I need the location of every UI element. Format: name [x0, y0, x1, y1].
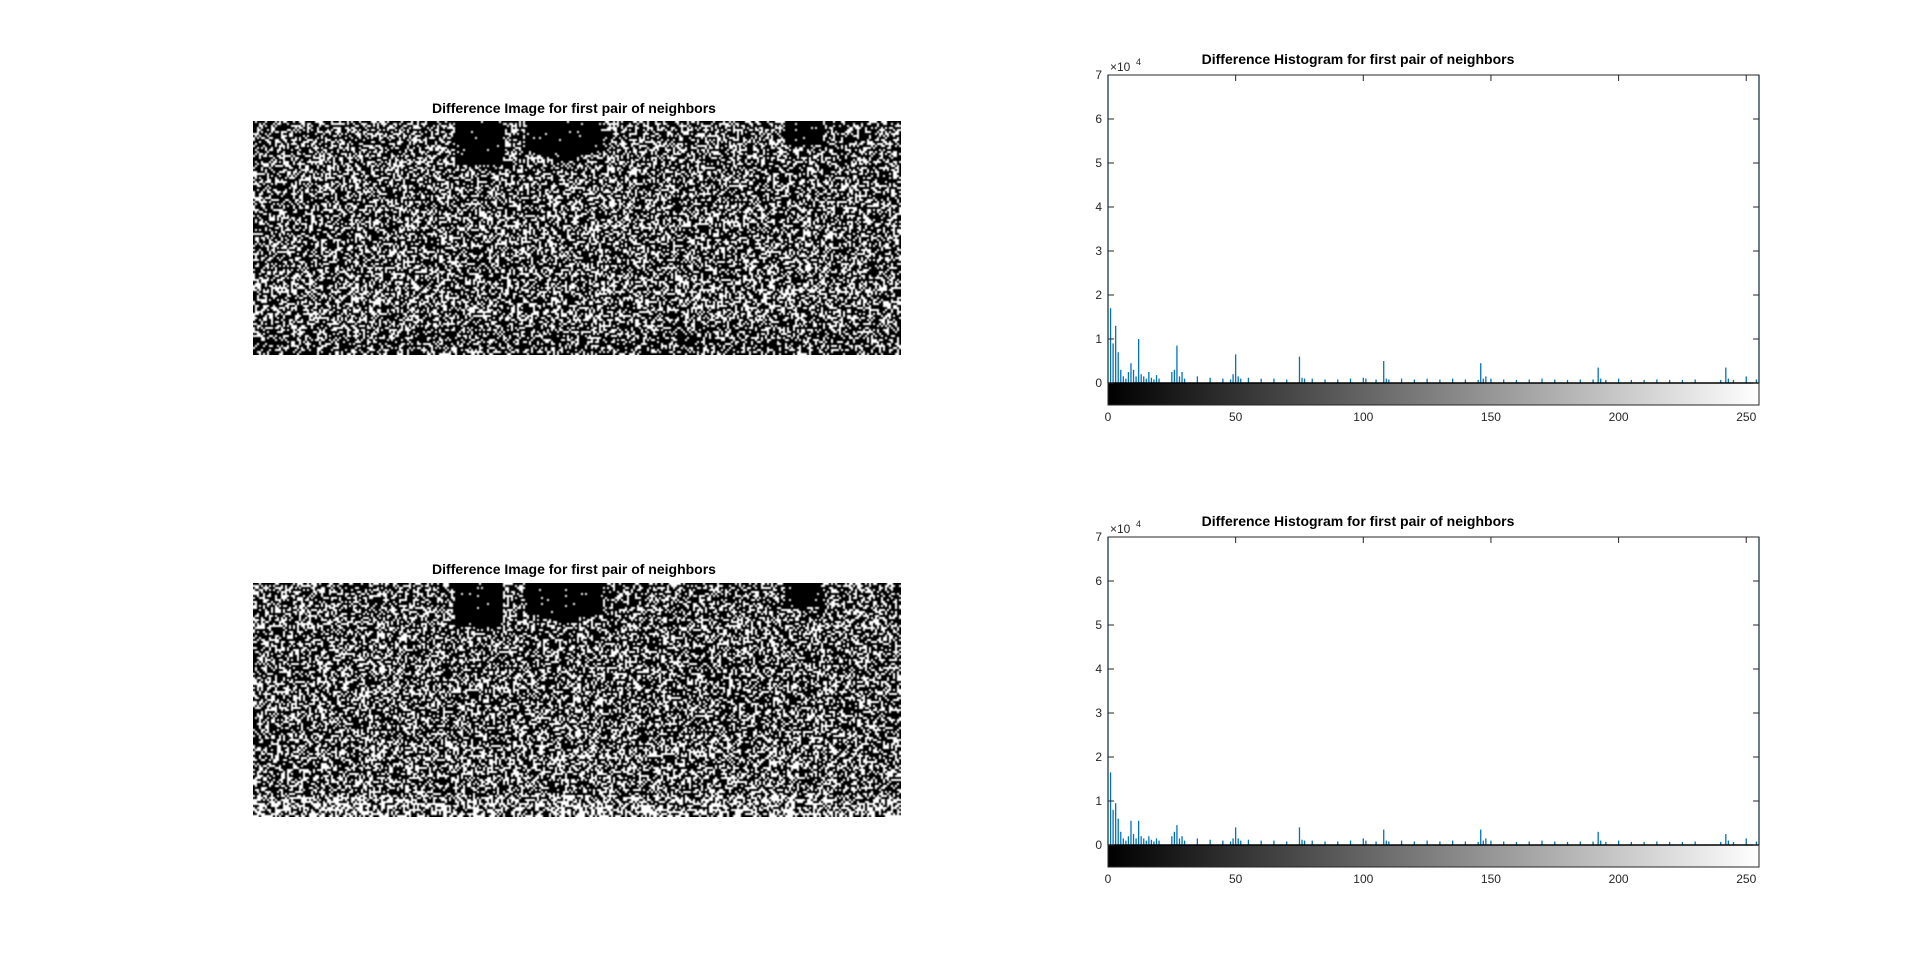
histogram-2-title: Difference Histogram for first pair of n… [1201, 513, 1515, 529]
difference-image-2-canvas [253, 583, 901, 817]
x-tick-label: 0 [1105, 872, 1112, 886]
y-tick-label: 4 [1095, 662, 1102, 676]
y-tick-label: 4 [1095, 200, 1102, 214]
y-tick-label: 7 [1095, 530, 1102, 544]
y-exponent: 4 [1136, 57, 1141, 67]
x-tick-label: 0 [1105, 410, 1112, 424]
x-tick-label: 50 [1229, 410, 1243, 424]
y-tick-label: 1 [1095, 332, 1102, 346]
axes-box [1107, 74, 1760, 406]
colorbar [1108, 383, 1759, 405]
histogram-2: 0 1 2 3 4 5 6 7 ×10 4 0 50 100 150 200 250 [1095, 519, 1760, 886]
histogram-1: 0 1 2 3 4 5 6 7 ×10 4 0 50 100 150 200 250 [1095, 57, 1760, 424]
y-tick-label: 5 [1095, 156, 1102, 170]
y-tick-label: 0 [1095, 838, 1102, 852]
y-tick-label: 0 [1095, 376, 1102, 390]
y-tick-label: 2 [1095, 288, 1102, 302]
y-tick-label: 3 [1095, 244, 1102, 258]
x-tick-label: 250 [1736, 872, 1756, 886]
x-tick-label: 250 [1736, 410, 1756, 424]
image-panel-1-title: Difference Image for first pair of neigh… [432, 100, 716, 116]
difference-image-1-canvas [253, 121, 901, 355]
y-tick-label: 5 [1095, 618, 1102, 632]
y-exponent-base: ×10 [1110, 522, 1131, 536]
y-exponent-base: ×10 [1110, 60, 1131, 74]
y-tick-label: 7 [1095, 68, 1102, 82]
axes-box [1107, 536, 1760, 868]
y-tick-label: 2 [1095, 750, 1102, 764]
y-tick-label: 6 [1095, 112, 1102, 126]
x-tick-label: 150 [1481, 410, 1501, 424]
x-tick-label: 50 [1229, 872, 1243, 886]
x-tick-label: 100 [1353, 872, 1373, 886]
x-tick-label: 100 [1353, 410, 1373, 424]
x-tick-label: 150 [1481, 872, 1501, 886]
difference-image-1 [253, 121, 901, 355]
x-tick-label: 200 [1609, 410, 1629, 424]
x-tick-label: 200 [1609, 872, 1629, 886]
y-tick-label: 1 [1095, 794, 1102, 808]
difference-image-2 [253, 583, 901, 817]
colorbar [1108, 845, 1759, 867]
y-tick-label: 3 [1095, 706, 1102, 720]
image-panel-2-title: Difference Image for first pair of neigh… [432, 561, 716, 577]
histogram-1-title: Difference Histogram for first pair of n… [1201, 51, 1515, 67]
y-exponent: 4 [1136, 519, 1141, 529]
y-tick-label: 6 [1095, 574, 1102, 588]
